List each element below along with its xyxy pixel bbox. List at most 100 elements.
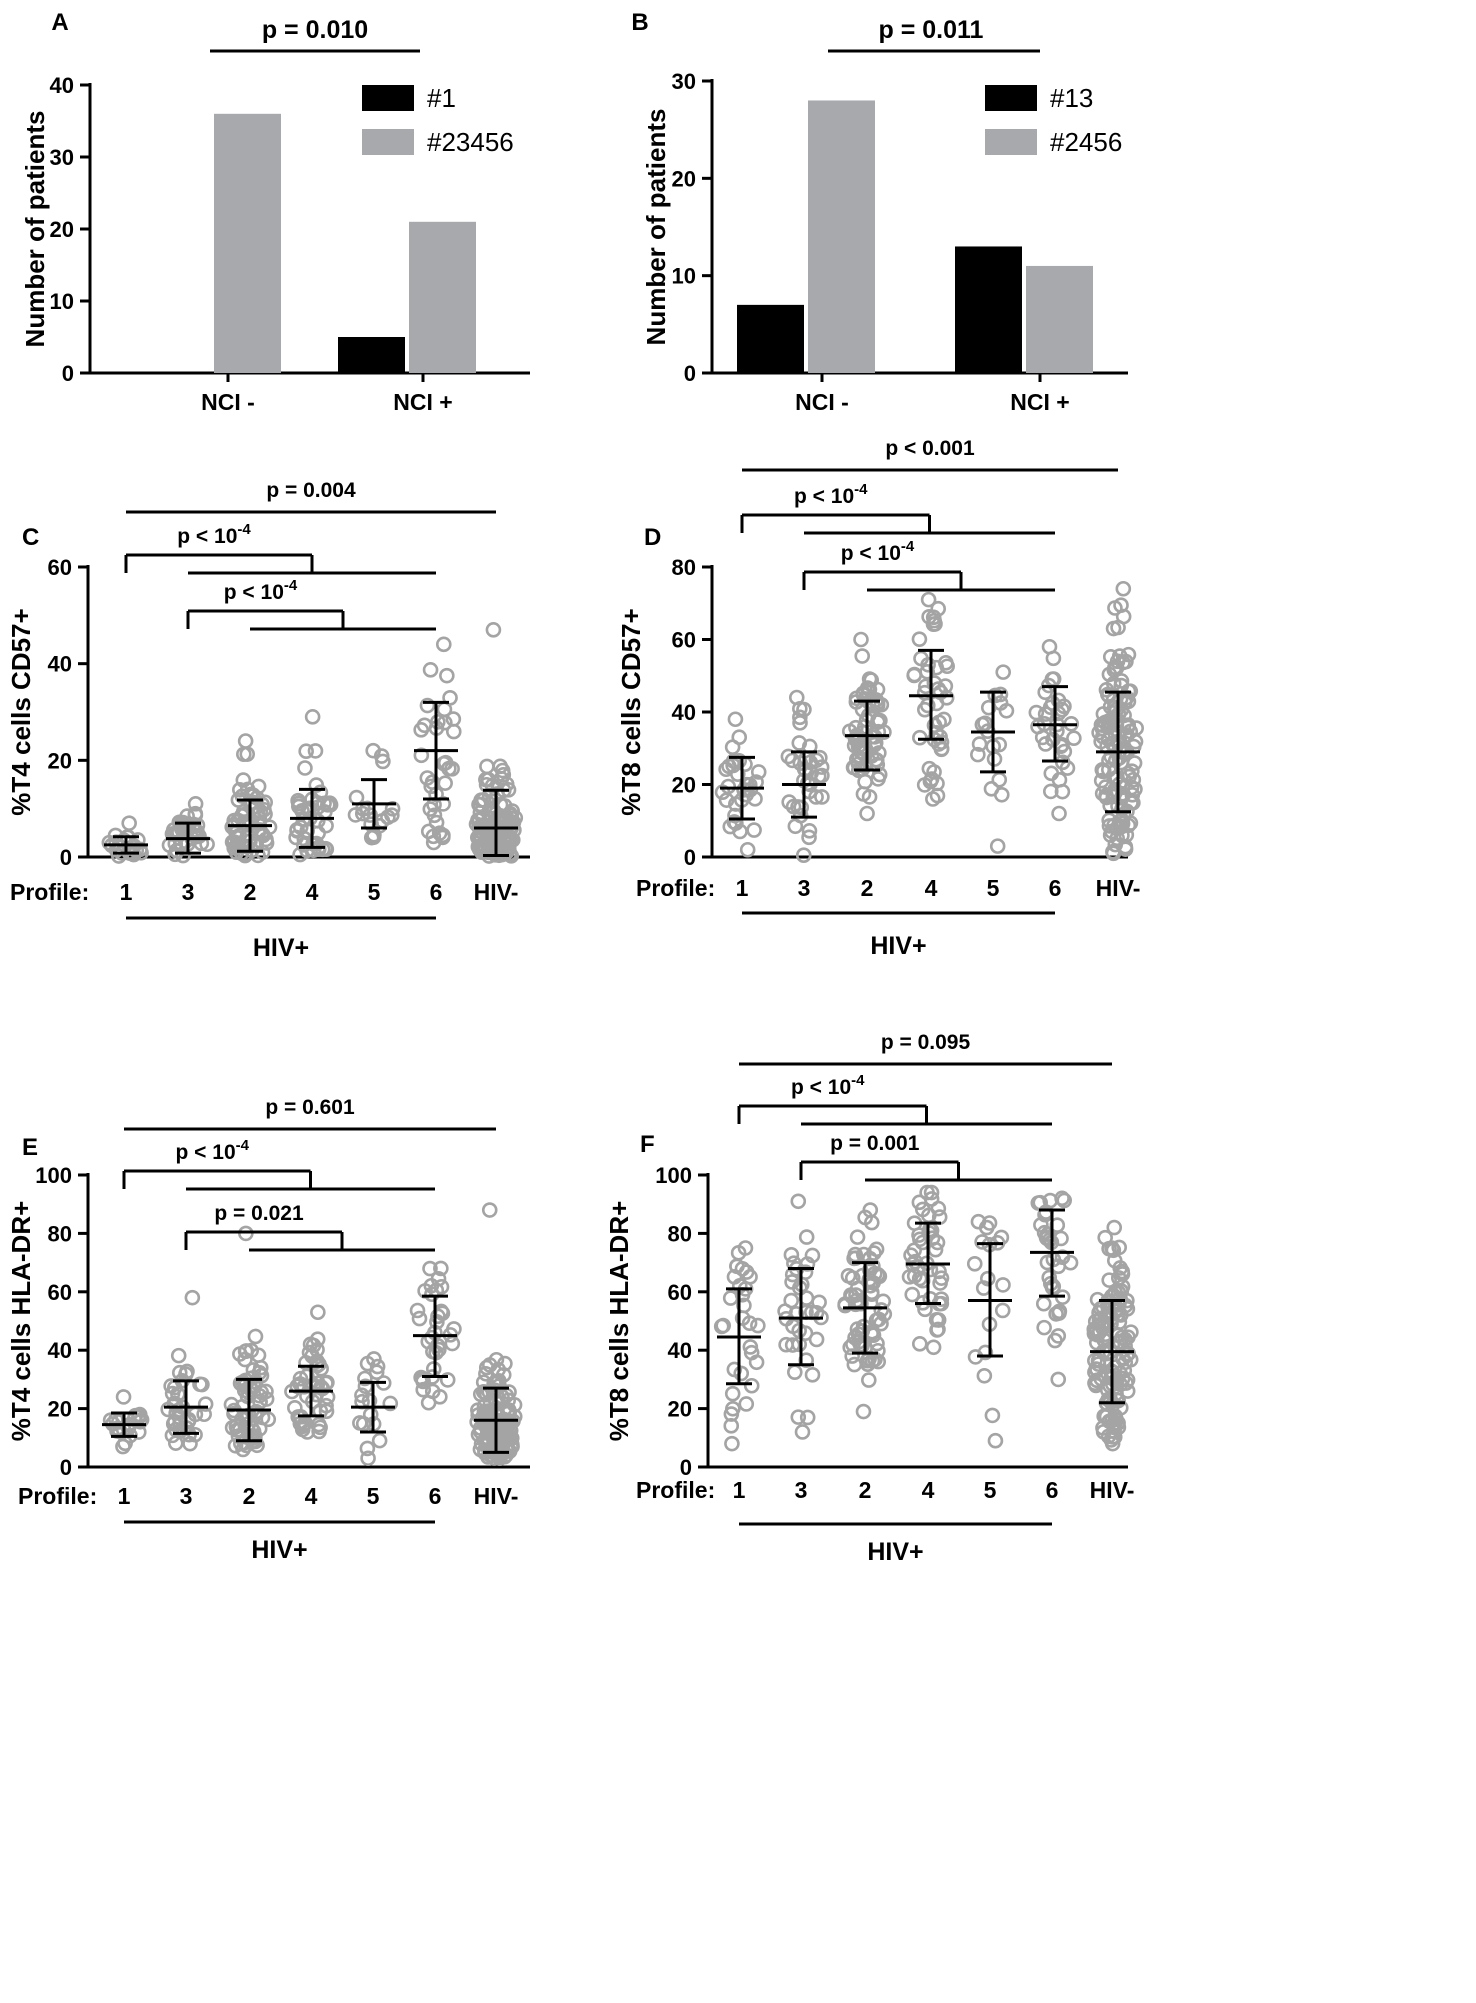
data-point [1120,1329,1136,1345]
y-tick-label: 0 [60,1455,72,1480]
data-point [312,1419,328,1436]
data-point [739,841,756,858]
data-point [1102,827,1119,843]
y-tick-label: 10 [50,289,74,314]
legend-swatch [362,85,414,111]
data-point [875,1293,892,1310]
data-point [846,737,863,754]
bar-profile-2456-0 [808,100,875,373]
data-point [723,1406,740,1422]
data-point [792,709,808,726]
data-point [1117,1297,1134,1314]
x-tick-label: 2 [861,875,874,901]
data-point [233,845,250,862]
data-point [901,1269,918,1285]
profile-label: Profile: [636,1477,715,1503]
superscript-exponent: -4 [236,1137,250,1154]
x-tick-label: HIV- [1090,1477,1135,1503]
data-point [357,1370,373,1387]
data-point [868,752,885,768]
y-tick-label: 60 [48,555,72,580]
data-point [304,709,321,725]
data-point [348,789,365,806]
x-tick-label: 4 [925,875,938,901]
data-point [727,711,744,728]
x-tick-label: 4 [306,879,319,905]
data-point [1036,1319,1052,1336]
data-point [812,749,828,766]
x-tick-label: 1 [118,1483,131,1509]
data-point [1115,580,1132,597]
x-tick-label: 2 [244,879,257,905]
data-point [192,1376,208,1393]
p-value-label: p = 0.011 [879,16,984,44]
data-point [925,1339,942,1356]
panel-letter-d: D [644,524,661,551]
data-point [232,1422,248,1438]
data-point [1110,1419,1127,1436]
data-point [239,746,256,762]
panel-d-scatter-chart: D 0 20 40 60 80 %T8 cells CD57+ Profile: 1 3 2 4 5 6 H… [616,437,1145,960]
data-point [906,1242,922,1259]
y-tick-label: 0 [680,1455,692,1480]
x-tick-label: 6 [1049,875,1062,901]
data-point [1108,1301,1125,1317]
data-point [855,1403,872,1420]
hiv-positive-group-label: HIV+ [253,934,309,962]
data-point [791,1336,807,1353]
x-tick-label: HIV- [1096,875,1141,901]
panel-e-scatter-chart: E 0 20 40 60 80 100 %T4 cells HLA-DR+ Profile: 1 3… [6,1096,530,1564]
x-tick-label: 3 [795,1477,808,1503]
data-point [497,1355,513,1372]
data-point [846,1356,863,1373]
y-tick-label: 10 [672,264,696,289]
data-point [1045,650,1062,667]
data-point [479,758,495,775]
data-point [414,1371,431,1387]
data-point [869,694,886,711]
data-point [974,1234,990,1250]
data-point [252,1359,269,1376]
data-point [724,1435,740,1452]
data-point [197,1396,214,1412]
data-point [1066,730,1082,747]
data-point [928,1312,945,1328]
data-point [984,1407,1001,1424]
significance-label: p < 10-4 [224,577,298,604]
data-point [919,1184,935,1201]
data-point [1106,1423,1122,1440]
y-axis-title: %T4 cells CD57+ [6,608,36,815]
bar-profile-13-1 [955,246,1022,373]
data-point [307,743,324,759]
data-point [368,1364,385,1381]
data-point [790,1193,807,1210]
y-tick-label: 20 [50,217,74,242]
data-point [428,814,445,831]
data-point [432,1389,448,1405]
significance-label: p < 10-4 [177,521,251,548]
legend-label: #13 [1050,83,1093,113]
data-point [352,1415,368,1431]
data-point [1120,817,1137,834]
bar-profile-2456-1 [1026,265,1093,373]
data-point [742,781,759,798]
data-point [439,1372,456,1388]
data-point [170,1386,186,1402]
data-point [799,1409,816,1426]
data-point [868,1241,885,1258]
data-point [1120,765,1136,782]
x-tick-label: 6 [429,1483,442,1509]
data-point [261,819,278,835]
data-point [384,800,401,817]
data-point [297,760,313,776]
x-tick-label: 5 [984,1477,997,1503]
data-point [422,1260,438,1277]
data-point [929,1234,946,1251]
data-point [435,636,452,653]
data-point [1108,660,1125,676]
data-point [441,760,457,777]
data-point [1105,788,1122,805]
data-point [491,844,508,860]
hiv-positive-group-label: HIV+ [870,932,926,960]
